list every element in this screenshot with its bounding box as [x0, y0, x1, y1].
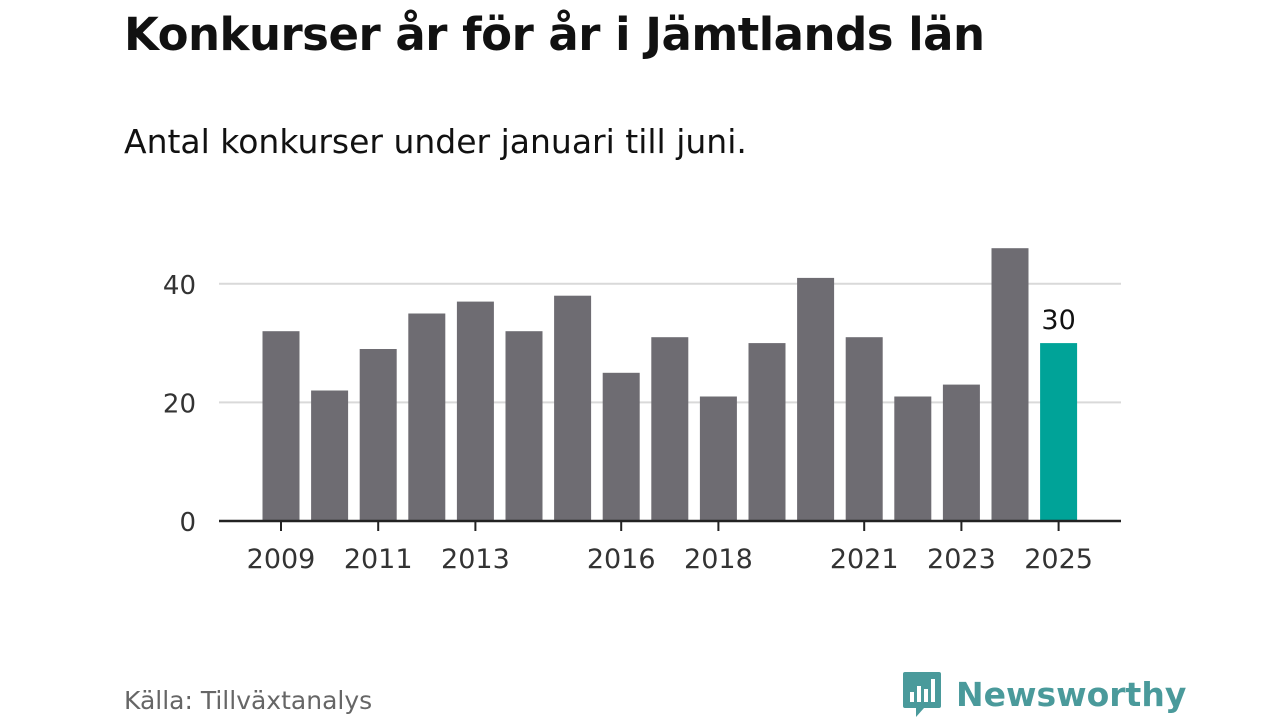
bar-2012 [408, 313, 446, 521]
bar-2009 [262, 331, 300, 521]
data-label-2025: 30 [1041, 305, 1075, 336]
axes [219, 519, 1121, 531]
x-tick-label: 2016 [587, 544, 656, 575]
y-tick-label: 40 [163, 271, 196, 301]
bar-2011 [359, 349, 397, 521]
bar-2022 [894, 396, 932, 521]
bar-2019 [748, 343, 786, 521]
bar-2024 [991, 248, 1029, 521]
bar-2023 [942, 384, 980, 521]
y-tick-label: 20 [163, 389, 196, 419]
x-tick-label: 2018 [684, 544, 753, 575]
x-tick-label: 2023 [927, 544, 996, 575]
bar-2018 [699, 396, 737, 521]
bar-2021 [845, 337, 883, 521]
x-tick-label: 2011 [344, 544, 413, 575]
chart-subtitle: Antal konkurser under januari till juni. [124, 122, 747, 161]
y-tick-label: 0 [179, 508, 196, 538]
bar-2010 [311, 390, 349, 521]
bar-2013 [456, 301, 494, 521]
brand-name: Newsworthy [956, 674, 1187, 714]
bar-2020 [797, 277, 835, 521]
bar-2016 [602, 372, 640, 522]
bar-2025 [1040, 343, 1078, 521]
bars [262, 248, 1078, 522]
x-tick-label: 2021 [830, 544, 899, 575]
newsworthy-logo-icon [903, 672, 941, 717]
brand[interactable]: Newsworthy [902, 670, 1186, 718]
bar-chart: 0 20 40 2009 2011 2013 2016 2018 2021 2023 2025 30 [163, 248, 1121, 575]
bar-2014 [505, 331, 543, 521]
chart-title: Konkurser år för år i Jämtlands län [124, 8, 985, 61]
bar-2017 [651, 337, 689, 521]
source-note: Källa: Tillväxtanalys [124, 686, 373, 715]
bar-2015 [554, 295, 592, 521]
labels: 0 20 40 2009 2011 2013 2016 2018 2021 2023 2025 30 [163, 271, 1093, 575]
x-tick-label: 2025 [1024, 544, 1093, 575]
x-tick-label: 2009 [247, 544, 316, 575]
x-tick-label: 2013 [441, 544, 510, 575]
